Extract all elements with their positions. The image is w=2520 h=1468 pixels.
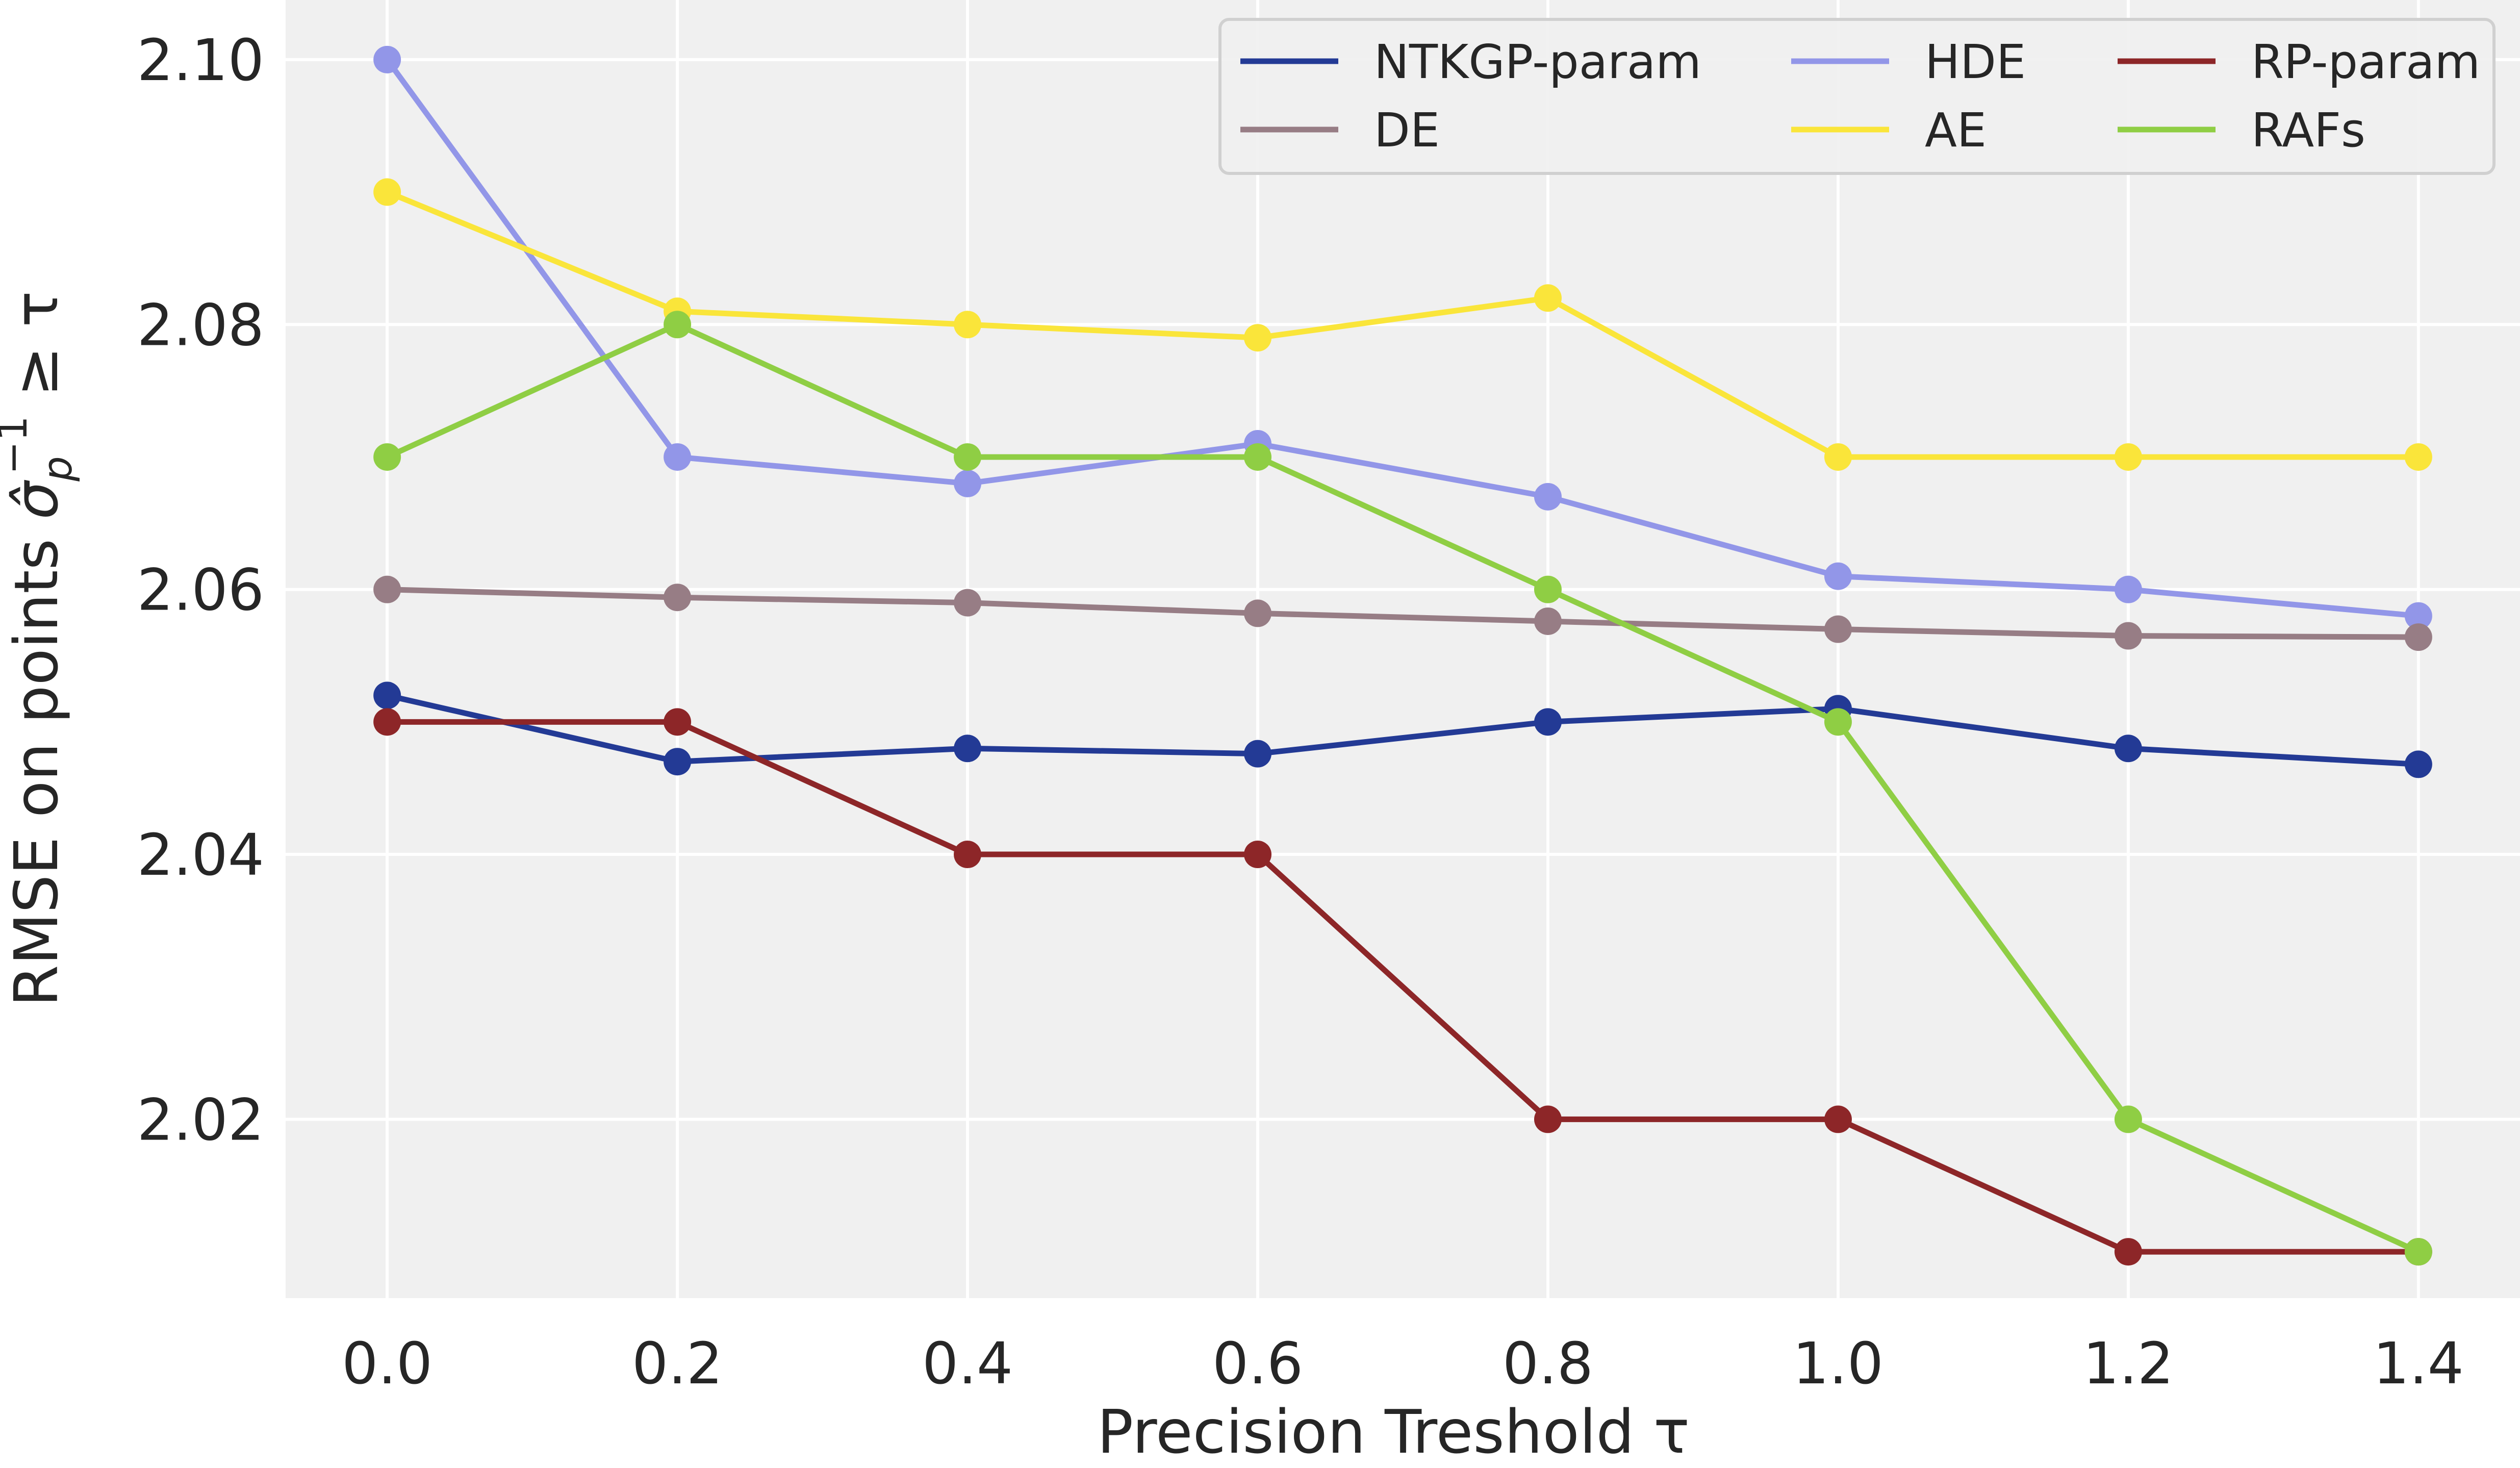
series-rafs (373, 311, 2432, 1266)
data-point-rp-param (373, 708, 401, 736)
series-ntkgp-param (373, 681, 2432, 778)
data-point-hde (2404, 602, 2432, 630)
data-point-hde (1824, 562, 1852, 590)
data-point-de (373, 575, 401, 603)
data-point-ae (1244, 324, 1272, 352)
data-point-de (1824, 615, 1852, 643)
data-point-ntkgp-param (1244, 740, 1272, 768)
legend-label-hde: HDE (1925, 35, 2026, 89)
data-point-rafs (1824, 708, 1852, 736)
data-point-rp-param (1244, 841, 1272, 869)
x-tick-label: 0.6 (1212, 1331, 1303, 1397)
data-point-hde (954, 469, 982, 497)
data-point-ntkgp-param (954, 735, 982, 763)
gridlines (286, 0, 2520, 1298)
y-axis-title-suffix: ≥ τ (1, 291, 71, 416)
x-tick-label: 1.4 (2373, 1331, 2464, 1397)
data-point-ae (954, 311, 982, 339)
y-tick-label: 2.06 (137, 558, 264, 624)
y-tick-label: 2.02 (137, 1087, 264, 1153)
y-tick-label: 2.10 (137, 28, 264, 94)
y-axis-title: RMSE on points σ̂p−1 ≥ τ (0, 291, 81, 1006)
data-point-ntkgp-param (1534, 708, 1562, 736)
data-point-rafs (1244, 443, 1272, 471)
data-point-ae (2114, 443, 2142, 471)
data-point-hde (664, 443, 692, 471)
series-line-rafs (384, 321, 2422, 1255)
y-axis-ticks: 2.02 2.04 2.06 2.08 2.10 (137, 28, 264, 1154)
data-point-rafs (954, 443, 982, 471)
legend-frame (1218, 18, 2496, 175)
x-tick-label: 0.2 (632, 1331, 723, 1397)
data-point-ae (1824, 443, 1852, 471)
data-point-ntkgp-param (664, 748, 692, 776)
x-tick-label: 0.0 (342, 1331, 432, 1397)
series-line-hde (384, 57, 2422, 619)
data-point-rafs (2404, 1238, 2432, 1266)
data-point-rafs (2114, 1105, 2142, 1133)
series-hde (373, 45, 2432, 630)
series-line-ae (384, 189, 2422, 460)
data-point-ae (1534, 284, 1562, 312)
x-tick-label: 1.0 (1793, 1331, 1883, 1397)
data-point-ntkgp-param (373, 681, 401, 710)
legend-label-rp-param: RP-param (2251, 35, 2480, 89)
data-point-de (2114, 622, 2142, 650)
data-point-rp-param (1534, 1105, 1562, 1133)
series-ae (373, 178, 2432, 471)
data-point-rp-param (664, 708, 692, 736)
y-axis-title-sigma: σ̂ (1, 480, 71, 520)
series-de (373, 575, 2432, 651)
y-axis-title-prefix: RMSE on points (1, 520, 71, 1007)
y-tick-label: 2.08 (137, 292, 264, 359)
legend-label-ae: AE (1925, 103, 1987, 158)
data-point-rp-param (2114, 1238, 2142, 1266)
series-line-rp-param (384, 719, 2422, 1255)
data-point-rafs (1534, 575, 1562, 603)
data-point-rp-param (954, 841, 982, 869)
series-layer (373, 45, 2432, 1266)
data-point-de (1244, 599, 1272, 627)
legend-label-ntkgp-param: NTKGP-param (1374, 35, 1701, 89)
legend-label-rafs: RAFs (2251, 103, 2365, 158)
x-axis-ticks: 0.0 0.2 0.4 0.6 0.8 1.0 1.2 1.4 (342, 1331, 2464, 1397)
y-axis-title-subscript: p (35, 456, 81, 482)
y-axis-title-superscript: −1 (0, 416, 36, 474)
x-tick-label: 0.4 (922, 1331, 1013, 1397)
plot-area (286, 0, 2520, 1298)
data-point-de (2404, 623, 2432, 651)
data-point-hde (2114, 575, 2142, 603)
legend-label-de: DE (1374, 103, 1440, 158)
data-point-hde (1534, 483, 1562, 511)
data-point-hde (373, 45, 401, 73)
data-point-ntkgp-param (2114, 735, 2142, 763)
x-tick-label: 1.2 (2083, 1331, 2174, 1397)
x-axis-title: Precision Treshold τ (1097, 1397, 1690, 1467)
series-line-ntkgp-param (384, 692, 2422, 767)
data-point-ae (2404, 443, 2432, 471)
data-point-ntkgp-param (2404, 750, 2432, 778)
x-tick-label: 0.8 (1503, 1331, 1593, 1397)
data-point-rp-param (1824, 1105, 1852, 1133)
data-point-de (954, 589, 982, 617)
data-point-rafs (373, 443, 401, 471)
data-point-ae (373, 178, 401, 206)
y-tick-label: 2.04 (137, 822, 264, 889)
data-point-de (1534, 607, 1562, 635)
series-line-de (384, 587, 2422, 640)
legend: NTKGP-param HDE RP-param DE AE RAFs (1218, 18, 2496, 175)
data-point-rafs (664, 311, 692, 339)
data-point-de (664, 584, 692, 612)
